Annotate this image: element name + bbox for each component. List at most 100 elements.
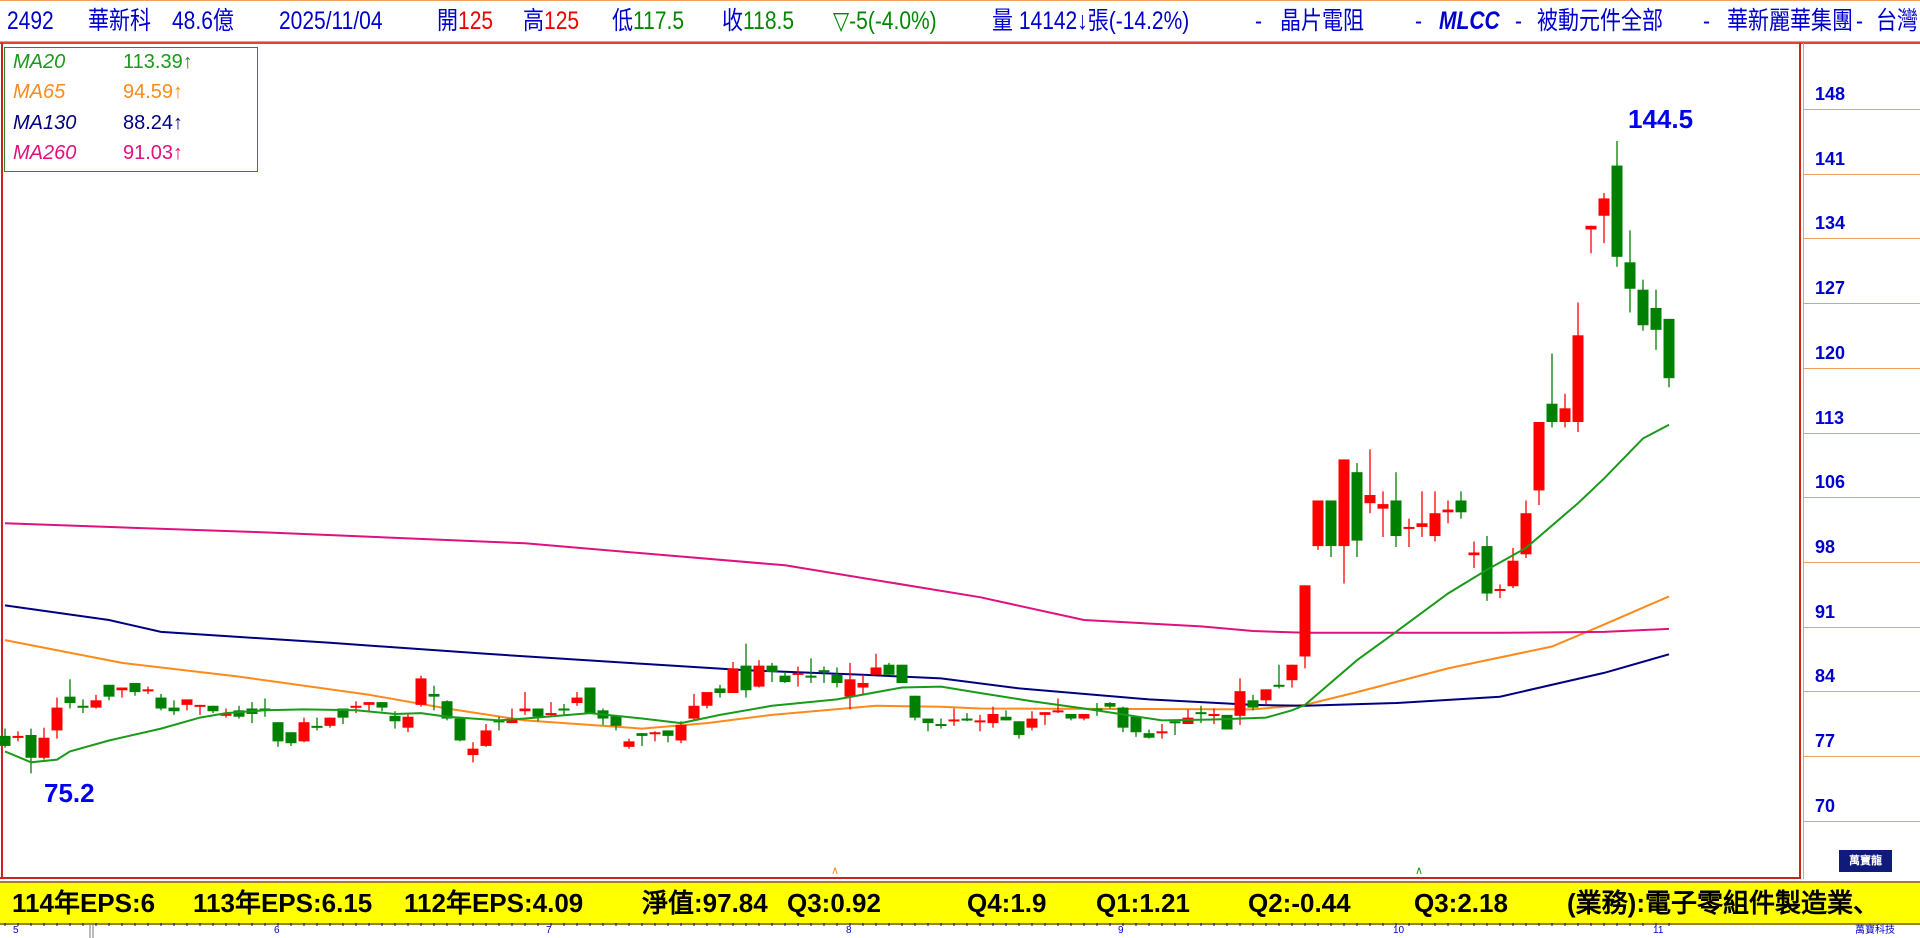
brand-text: 萬寶科技 (1855, 925, 1895, 936)
price-tick-label: 70 (1815, 795, 1836, 816)
low-price: 低117.5 (612, 7, 684, 35)
candle-body (77, 705, 89, 708)
candle-body (324, 717, 336, 726)
q2-eps: Q2:-0.44 (1248, 888, 1351, 918)
candle-body (792, 672, 804, 675)
candle-body (961, 718, 973, 721)
price-tick-label: 98 (1815, 536, 1836, 557)
separator: - (1856, 7, 1863, 35)
market-cap: 48.6億 (172, 7, 234, 35)
price-tick-label: 84 (1815, 666, 1836, 687)
candle-body (337, 708, 349, 718)
quote-date: 2025/11/04 (279, 7, 383, 35)
candle-body (909, 695, 921, 718)
tag-taiwan[interactable]: 台灣 (1876, 7, 1919, 35)
candle-body (428, 693, 440, 697)
candle-body (701, 692, 713, 706)
candle-body (675, 724, 687, 741)
candle-body (168, 707, 180, 712)
separator: - (1703, 7, 1710, 35)
axis-border (1803, 43, 1804, 879)
candle-body (1286, 664, 1298, 681)
candle-body (636, 733, 648, 736)
axis-gridline (1804, 626, 1920, 628)
candle-body (1169, 721, 1181, 724)
month-label: 6 (274, 925, 280, 936)
candle-body (1494, 588, 1506, 591)
candle-body (1143, 733, 1155, 738)
candle-body (571, 697, 583, 704)
low-label: 低 (612, 7, 634, 35)
axis-gridline (1804, 820, 1920, 822)
legend-value: 91.03↑ (123, 142, 184, 164)
time-axis: 5 6 7 8 9 10 11 萬寶科技 (0, 923, 1920, 938)
candle-body (1130, 716, 1142, 733)
chart-border (0, 42, 1920, 44)
candle-body (649, 732, 661, 735)
axis-gridline (1804, 303, 1920, 305)
legend-label: MA260 (13, 142, 77, 164)
candle-body (272, 722, 284, 742)
month-label: 11 (1653, 925, 1664, 936)
separator: - (1515, 7, 1522, 35)
candle-body (90, 700, 102, 708)
candle-body (1208, 713, 1220, 716)
candle-body (116, 687, 128, 691)
candle-body (662, 730, 674, 736)
candle-body (870, 667, 882, 675)
candle-body (1338, 459, 1350, 547)
candle-body (1026, 718, 1038, 728)
eps-113: 113年EPS:6.15 (193, 888, 373, 918)
candle-body (1533, 421, 1545, 491)
tag-mlcc[interactable]: MLCC (1439, 7, 1500, 35)
candle-body (1390, 500, 1402, 537)
price-tick-label: 127 (1815, 278, 1846, 299)
candle-body (831, 674, 843, 683)
separator: - (1415, 7, 1422, 35)
quote-header: 2492 華新科 48.6億 2025/11/04 開125 高125 低117… (0, 0, 1920, 42)
candle-body (1364, 494, 1376, 504)
legend-value: 113.39↑ (123, 51, 193, 73)
ma-legend: MA20 113.39↑ MA65 94.59↑ MA130 88.24↑ MA260… (4, 47, 258, 172)
price-tick-label: 113 (1815, 407, 1845, 428)
candle-body (935, 724, 947, 727)
candle-body (1572, 335, 1584, 422)
low-annotation: 75.2 (44, 778, 95, 808)
q3-eps: Q3:2.18 (1414, 888, 1508, 918)
price-tick-label: 141 (1815, 148, 1846, 169)
candle-body (1156, 731, 1168, 734)
candle-body (1234, 691, 1246, 716)
candle-body (857, 682, 869, 688)
candle-body (38, 737, 50, 758)
candle-body (714, 688, 726, 693)
high-annotation: 144.5 (1628, 104, 1694, 134)
tag-passive-components[interactable]: 被動元件全部 (1537, 7, 1664, 35)
candle-body (610, 715, 622, 726)
price-tick-label: 134 (1815, 213, 1846, 234)
tag-group[interactable]: 華新麗華集團 (1727, 7, 1854, 35)
month-label: 10 (1393, 925, 1405, 936)
axis-gridline (1804, 109, 1920, 110)
candle-body (1455, 500, 1467, 513)
tag-chip-resistor[interactable]: 晶片電阻 (1280, 7, 1365, 35)
candle-body (948, 719, 960, 722)
candle-body (103, 684, 115, 697)
high-price: 高125 (523, 7, 579, 35)
candlestick-plot[interactable] (0, 0, 1800, 878)
chart-border (1, 43, 3, 879)
chart-border (1799, 43, 1801, 879)
candle-body (844, 679, 856, 697)
axis-gridline (1804, 691, 1920, 693)
legend-value: 88.24↑ (123, 112, 184, 134)
marker-triangle-icon: ∧ (1415, 865, 1424, 877)
candle-body (194, 704, 206, 707)
candle-body (584, 687, 596, 714)
open-price: 開125 (437, 7, 493, 35)
candle-body (727, 668, 739, 693)
candle-body (545, 713, 557, 716)
time-axis-ticks (4, 923, 1670, 938)
net-value: 淨值:97.84 (642, 888, 768, 918)
legend-label: MA20 (13, 51, 66, 73)
candle-body (1104, 703, 1116, 707)
